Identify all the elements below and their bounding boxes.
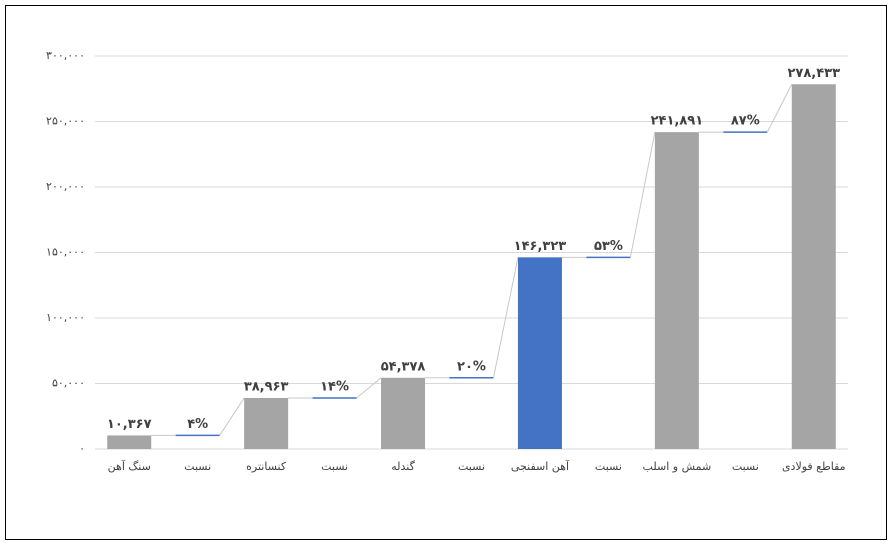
bar — [107, 435, 152, 449]
y-tick-label: ۲۵۰,۰۰۰ — [46, 115, 85, 128]
x-tick-label: نسبت — [184, 460, 211, 473]
connector — [629, 132, 656, 258]
x-tick-label: شمش و اسلب — [643, 460, 712, 473]
x-tick-label: کنسانتره — [246, 460, 287, 473]
ratio-label: ۸۷% — [731, 114, 760, 129]
y-tick-label: ۰ — [79, 442, 85, 455]
ratio-label: ۵۳% — [594, 239, 623, 254]
y-tick-label: ۵۰,۰۰۰ — [52, 377, 85, 390]
connector — [219, 397, 245, 436]
value-label: ۳۸,۹۶۳ — [244, 379, 289, 394]
x-tick-label: نسبت — [595, 460, 622, 473]
ratio-label: ۱۴% — [320, 379, 349, 394]
bar — [517, 257, 562, 449]
x-tick-label: سنگ آهن — [108, 459, 151, 473]
value-label: ۲۷۸,۴۳۳ — [787, 66, 840, 81]
value-label: ۲۴۱,۸۹۱ — [651, 114, 704, 129]
value-label: ۱۴۶,۳۲۳ — [514, 239, 567, 254]
bar — [244, 397, 289, 449]
y-tick-label: ۱۵۰,۰۰۰ — [46, 246, 85, 259]
value-label: ۵۴,۳۷۸ — [381, 359, 426, 374]
x-tick-label: نسبت — [458, 460, 485, 473]
x-tick-label: مقاطع فولادی — [782, 460, 846, 473]
x-tick-label: نسبت — [732, 460, 759, 473]
chart-frame — [5, 5, 887, 540]
x-tick-label: آهن اسفنجی — [511, 459, 570, 473]
connector — [766, 84, 793, 133]
value-label: ۱۰,۳۶۷ — [107, 417, 152, 432]
connector — [356, 377, 382, 399]
bar — [654, 132, 699, 449]
ratio-label: ۲۰% — [457, 359, 486, 374]
ratio-label: ۴% — [187, 417, 208, 432]
x-tick-label: گندله — [391, 460, 415, 473]
bar — [791, 84, 836, 449]
bar — [381, 377, 426, 449]
connector — [493, 257, 519, 378]
x-tick-label: نسبت — [321, 460, 348, 473]
y-tick-label: ۳۰۰,۰۰۰ — [46, 49, 85, 62]
y-tick-label: ۲۰۰,۰۰۰ — [46, 180, 85, 193]
y-tick-label: ۱۰۰,۰۰۰ — [46, 311, 85, 324]
